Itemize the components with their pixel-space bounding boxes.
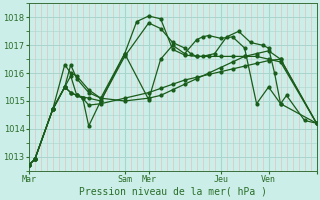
- X-axis label: Pression niveau de la mer( hPa ): Pression niveau de la mer( hPa ): [79, 187, 267, 197]
